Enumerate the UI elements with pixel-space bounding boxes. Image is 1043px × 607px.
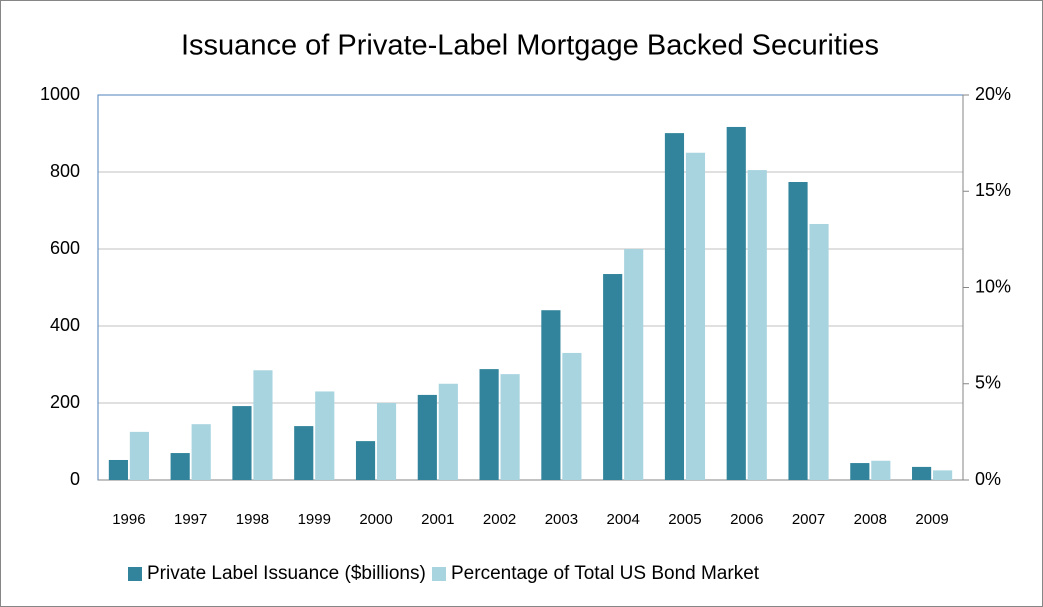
x-tick-label: 2006 bbox=[730, 511, 763, 528]
x-tick-label: 1997 bbox=[174, 511, 207, 528]
x-tick-label: 2002 bbox=[483, 511, 516, 528]
x-tick-label: 2003 bbox=[545, 511, 578, 528]
bar bbox=[376, 403, 397, 480]
bar bbox=[417, 394, 437, 480]
bar bbox=[603, 274, 623, 480]
legend-swatch bbox=[128, 567, 142, 581]
x-tick-label: 2008 bbox=[854, 511, 887, 528]
x-tick-label: 1996 bbox=[112, 511, 145, 528]
bar bbox=[232, 406, 252, 480]
bar bbox=[726, 126, 746, 480]
x-tick-label: 2001 bbox=[421, 511, 454, 528]
bar bbox=[747, 170, 767, 480]
bar bbox=[191, 424, 211, 480]
bar bbox=[479, 369, 499, 480]
y-tick-label: 1000 bbox=[40, 84, 80, 104]
y2-tick-label: 5% bbox=[975, 373, 1001, 393]
bar bbox=[253, 370, 273, 480]
bar bbox=[541, 310, 561, 480]
x-tick-label: 2004 bbox=[606, 511, 639, 528]
bar bbox=[129, 431, 149, 480]
y-tick-label: 600 bbox=[50, 238, 80, 258]
bar bbox=[562, 352, 582, 480]
bar bbox=[294, 426, 314, 480]
x-tick-label: 1998 bbox=[236, 511, 269, 528]
bar bbox=[315, 391, 335, 480]
bar bbox=[664, 133, 685, 481]
bar bbox=[933, 470, 953, 480]
legend-label: Percentage of Total US Bond Market bbox=[451, 563, 760, 584]
chart-title: Issuance of Private-Label Mortgage Backe… bbox=[181, 30, 879, 62]
bar bbox=[850, 463, 870, 480]
bar bbox=[912, 466, 932, 480]
bar bbox=[871, 460, 891, 480]
y-tick-label: 800 bbox=[50, 161, 80, 181]
y-tick-label: 200 bbox=[50, 392, 80, 412]
y2-tick-label: 0% bbox=[975, 469, 1001, 489]
bar bbox=[809, 223, 829, 480]
x-tick-label: 1999 bbox=[298, 511, 331, 528]
y-tick-label: 0 bbox=[70, 469, 80, 489]
bar bbox=[438, 383, 458, 480]
bar bbox=[108, 459, 128, 480]
bar bbox=[788, 182, 808, 480]
x-tick-label: 2007 bbox=[792, 511, 825, 528]
legend-swatch bbox=[432, 567, 446, 581]
bar bbox=[624, 249, 644, 480]
x-tick-label: 2009 bbox=[915, 511, 948, 528]
bar bbox=[500, 374, 520, 480]
y2-tick-label: 10% bbox=[975, 276, 1011, 296]
y2-tick-label: 15% bbox=[975, 180, 1011, 200]
legend-label: Private Label Issuance ($billions) bbox=[147, 563, 426, 584]
bar bbox=[355, 441, 376, 480]
bar bbox=[170, 453, 190, 480]
x-tick-label: 2005 bbox=[668, 511, 701, 528]
y-tick-label: 400 bbox=[50, 315, 80, 335]
bar bbox=[685, 152, 706, 480]
y2-tick-label: 20% bbox=[975, 84, 1011, 104]
x-tick-label: 2000 bbox=[359, 511, 392, 528]
